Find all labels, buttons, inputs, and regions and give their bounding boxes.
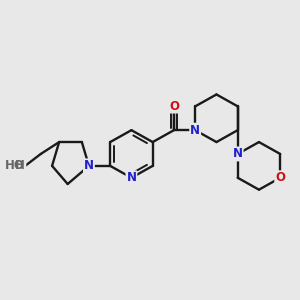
Text: N: N [126,171,136,184]
Text: N: N [190,124,200,137]
Text: O: O [169,100,179,112]
Text: N: N [233,148,243,160]
Text: HO: HO [5,159,25,172]
Text: N: N [84,159,94,172]
Text: O: O [275,171,285,184]
Text: H: H [15,159,25,172]
Text: HO: HO [6,159,26,172]
